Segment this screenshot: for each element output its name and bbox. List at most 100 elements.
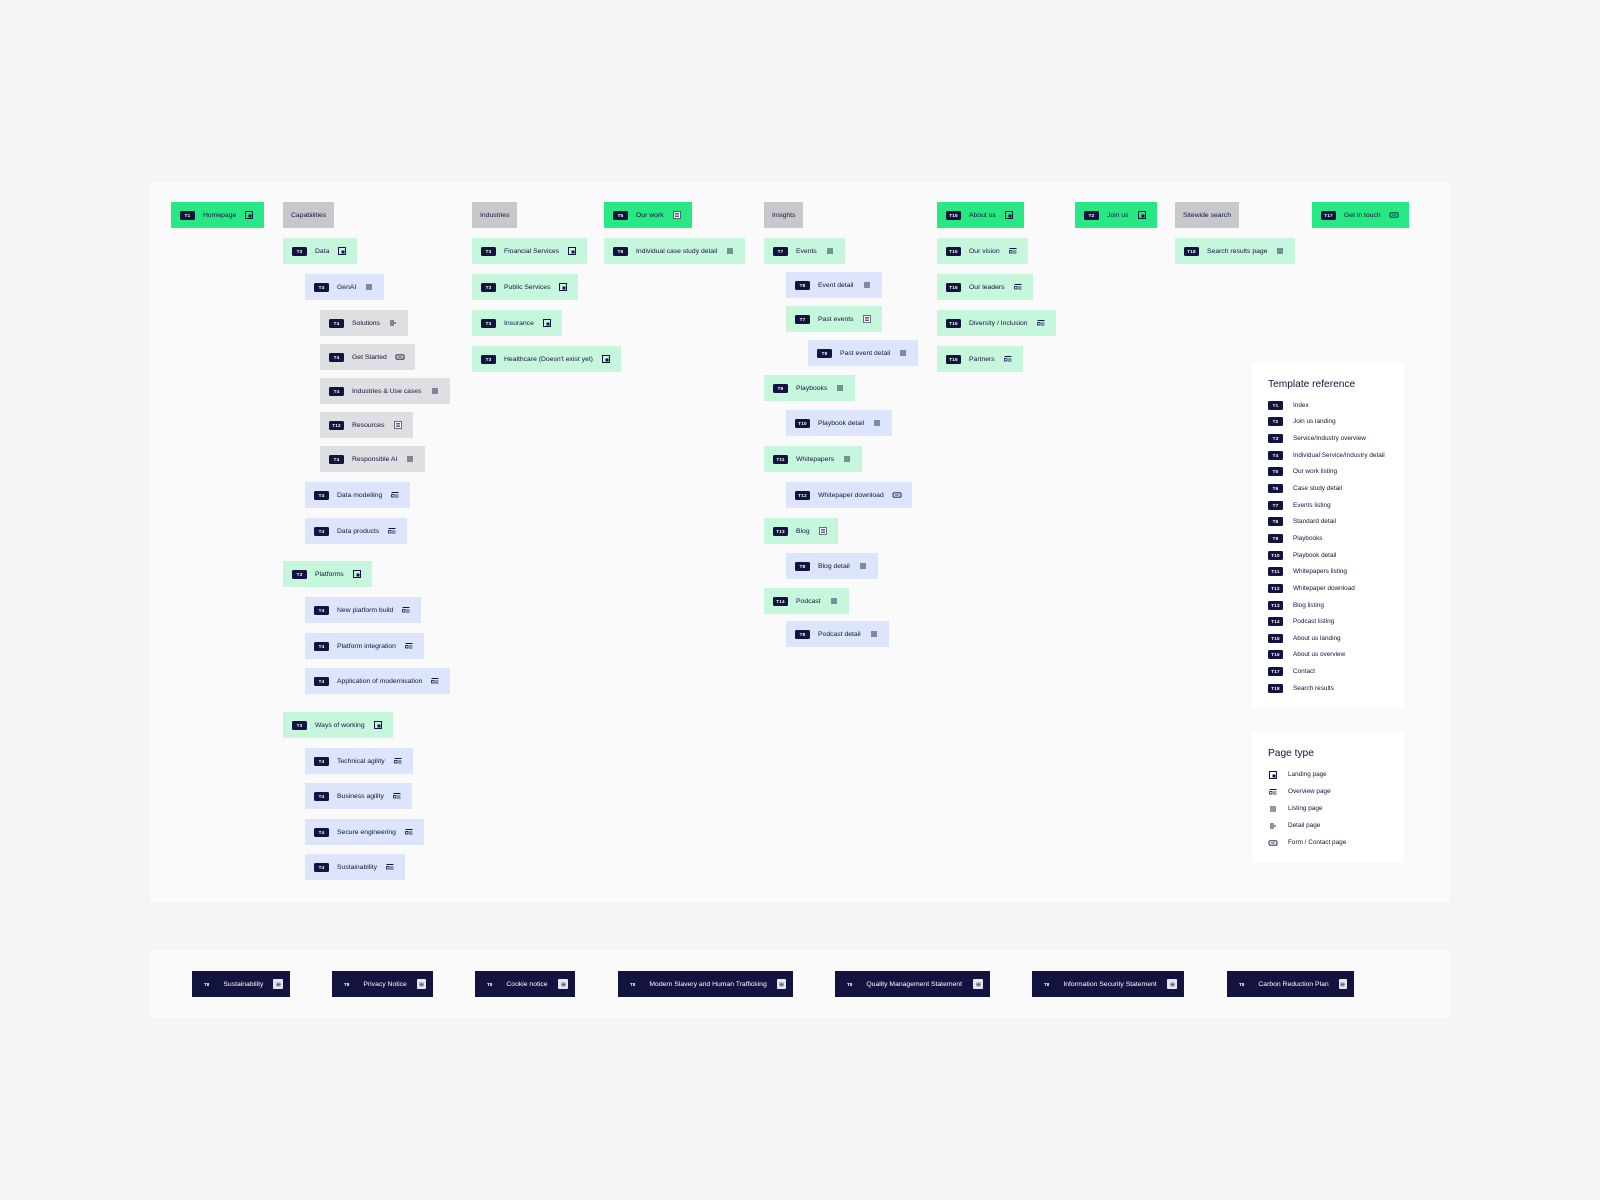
sitemap-node-capabilities[interactable]: Capabilities [283, 202, 335, 228]
template-reference-row: T10 Playbook detail [1268, 547, 1388, 564]
sitemap-node-healthcare[interactable]: T3 Healthcare (Doesn't exist yet) [472, 346, 621, 372]
footer-page-node[interactable]: T8 Cookie notice [475, 971, 575, 997]
template-reference-row: T7 Events listing [1268, 497, 1388, 514]
template-code-badge: T8 [1268, 517, 1283, 527]
overview-page-icon [1008, 246, 1018, 256]
template-code-badge: T8 [795, 280, 810, 290]
sitemap-node-get-in-touch[interactable]: T17 Get in touch [1312, 202, 1409, 228]
template-code-badge: T5 [613, 210, 628, 220]
footer-page-node[interactable]: T8 Privacy Notice [332, 971, 433, 997]
sitemap-node-financial-services[interactable]: T3 Financial Services [472, 238, 588, 264]
sitemap-node-playbooks[interactable]: T9 Playbooks [764, 375, 856, 401]
template-reference-label: Playbooks [1293, 534, 1323, 542]
template-code-badge: T7 [1268, 500, 1283, 510]
landing-page-icon [1268, 770, 1278, 780]
sitemap-node-platform-integration[interactable]: T4 Platform integration [305, 633, 424, 659]
sitemap-node-resources[interactable]: T12 Resources [320, 412, 413, 438]
sitemap-node-our-work[interactable]: T5 Our work [604, 202, 692, 228]
sitemap-node-past-events[interactable]: T7 Past events [786, 306, 882, 332]
node-label: Partners [969, 355, 995, 363]
sitemap-node-event-detail[interactable]: T8 Event detail [786, 272, 882, 298]
sitemap-node-responsible-ai[interactable]: T4 Responsible AI [320, 446, 426, 472]
sitemap-node-podcast-detail[interactable]: T8 Podcast detail [786, 621, 889, 647]
node-label: Financial Services [504, 247, 560, 255]
sitemap-node-events[interactable]: T7 Events [764, 238, 845, 264]
footer-page-label: Sustainability [223, 980, 264, 988]
sitemap-node-blog-detail[interactable]: T8 Blog detail [786, 553, 878, 579]
sitemap-node-data-modelling[interactable]: T4 Data modelling [305, 482, 411, 508]
page-type-label: Detail page [1288, 822, 1321, 829]
template-code-badge: T16 [946, 318, 961, 328]
sitemap-node-public-services[interactable]: T3 Public Services [472, 274, 579, 300]
sitemap-node-whitepapers[interactable]: T11 Whitepapers [764, 446, 863, 472]
overview-page-icon [387, 526, 397, 536]
sitemap-node-business-agility[interactable]: T4 Business agility [305, 783, 412, 809]
node-label: Search results page [1207, 247, 1268, 255]
sitemap-node-data[interactable]: T3 Data [283, 238, 358, 264]
sitemap-node-technical-agility[interactable]: T4 Technical agility [305, 748, 413, 774]
footer-page-node[interactable]: T8 Quality Management Statement [835, 971, 990, 997]
node-label: Industries [480, 211, 510, 219]
sitemap-node-secure-engineering[interactable]: T4 Secure engineering [305, 819, 424, 845]
template-code-badge: T4 [314, 490, 329, 500]
sitemap-node-about-us[interactable]: T15 About us [937, 202, 1024, 228]
listing-page-icon [1268, 804, 1278, 814]
sitemap-node-genai[interactable]: T4 GenAI [305, 274, 385, 300]
sitemap-node-data-products[interactable]: T4 Data products [305, 518, 408, 544]
footer-page-label: Cookie notice [506, 980, 548, 988]
footer-page-node[interactable]: T8 Modern Slavery and Human Trafficking [618, 971, 793, 997]
template-code-badge: T16 [946, 354, 961, 364]
sitemap-node-sustainability[interactable]: T4 Sustainability [305, 854, 406, 880]
listing-page-icon [725, 246, 735, 256]
sitemap-node-diversity-inclusion[interactable]: T16 Diversity / Inclusion [937, 310, 1056, 336]
footer-page-node[interactable]: T8 Information Security Statement [1032, 971, 1184, 997]
sitemap-node-search-results-page[interactable]: T18 Search results page [1175, 238, 1296, 264]
footer-page-node[interactable]: T8 Carbon Reduction Plan [1227, 971, 1354, 997]
sitemap-node-insurance[interactable]: T3 Insurance [472, 310, 562, 336]
sitemap-node-join-us[interactable]: T2 Join us [1075, 202, 1157, 228]
template-code-badge: T16 [946, 282, 961, 292]
sitemap-node-blog[interactable]: T13 Blog [764, 518, 838, 544]
sitemap-node-past-event-detail[interactable]: T8 Past event detail [808, 340, 919, 366]
sitemap-node-ways-of-working[interactable]: T3 Ways of working [283, 712, 393, 738]
template-code-badge: T12 [795, 490, 810, 500]
sitemap-node-application-modernisation[interactable]: T4 Application of modernisation [305, 668, 451, 694]
sitemap-node-insights[interactable]: Insights [764, 202, 804, 228]
listing-page-icon [872, 418, 882, 428]
sitemap-node-whitepaper-download[interactable]: T12 Whitepaper download [786, 482, 912, 508]
sitemap-node-case-study-detail[interactable]: T6 Individual case study detail [604, 238, 746, 264]
node-label: GenAI [337, 283, 357, 291]
node-label: Homepage [203, 211, 237, 219]
sitemap-node-get-started[interactable]: T4 Get Started [320, 344, 415, 370]
sitemap-node-new-platform-build[interactable]: T4 New platform build [305, 597, 422, 623]
footer-page-node[interactable]: T8 Sustainability [192, 971, 290, 997]
template-reference-row: T16 About us overview [1268, 647, 1388, 664]
sitemap-node-our-vision[interactable]: T16 Our vision [937, 238, 1028, 264]
node-label: Past event detail [840, 349, 891, 357]
sitemap-node-platforms[interactable]: T3 Platforms [283, 561, 372, 587]
template-code-badge: T3 [481, 282, 496, 292]
form-page-icon [892, 490, 902, 500]
sitemap-node-podcast[interactable]: T14 Podcast [764, 588, 849, 614]
sitemap-node-our-leaders[interactable]: T16 Our leaders [937, 274, 1033, 300]
template-reference-label: Blog listing [1293, 601, 1324, 609]
template-code-badge: T16 [1268, 650, 1283, 660]
template-code-badge: T6 [613, 246, 628, 256]
listing-page-icon [829, 596, 839, 606]
sitemap-node-homepage[interactable]: T1 Homepage [171, 202, 265, 228]
template-reference-row: T5 Our work listing [1268, 464, 1388, 481]
landing-page-icon [1004, 210, 1014, 220]
node-label: Diversity / Inclusion [969, 319, 1028, 327]
listing-page-icon [973, 979, 983, 989]
sitemap-node-industries-use-cases[interactable]: T4 Industries & Use cases [320, 378, 450, 404]
template-code-badge: T6 [1268, 484, 1283, 494]
listing-page-icon [862, 280, 872, 290]
template-reference-label: Podcast listing [1293, 618, 1335, 626]
sitemap-node-solutions[interactable]: T4 Solutions [320, 310, 408, 336]
template-code-badge: T11 [1268, 567, 1283, 577]
sitemap-node-industries[interactable]: Industries [472, 202, 518, 228]
sitemap-node-partners[interactable]: T16 Partners [937, 346, 1023, 372]
template-reference-row: T17 Contact [1268, 663, 1388, 680]
sitemap-node-sitewide-search[interactable]: Sitewide search [1175, 202, 1239, 228]
sitemap-node-playbook-detail[interactable]: T10 Playbook detail [786, 410, 893, 436]
